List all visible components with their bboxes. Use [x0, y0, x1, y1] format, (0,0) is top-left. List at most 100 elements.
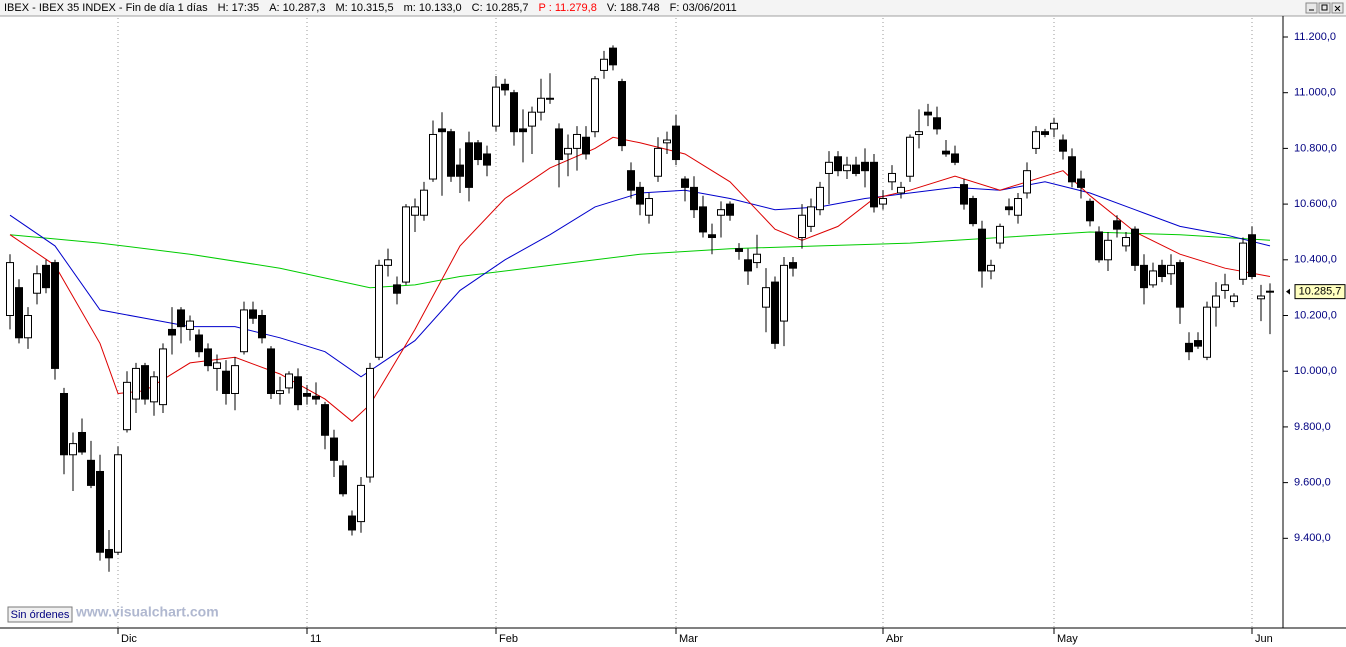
- candle-body: [123, 381, 131, 431]
- candle-body: [618, 81, 626, 147]
- candle-body: [708, 234, 716, 239]
- candle-body: [87, 459, 95, 486]
- candle-body: [1149, 270, 1157, 286]
- candle-body: [771, 281, 779, 344]
- candle-body: [1077, 178, 1085, 188]
- candle-body: [1041, 131, 1049, 135]
- y-tick-label: 10.400,0: [1294, 254, 1337, 266]
- candle-body: [348, 515, 356, 531]
- candle-body: [240, 309, 248, 353]
- last-price-label: 10.285,7: [1299, 286, 1342, 298]
- candle-body: [987, 264, 995, 272]
- candle-body: [888, 172, 896, 183]
- x-tick-label: Jun: [1255, 633, 1273, 645]
- candle-body: [1113, 220, 1121, 230]
- candle-body: [591, 78, 599, 133]
- last-price-box: [1294, 284, 1346, 300]
- candle-body: [267, 348, 275, 394]
- candle-body: [465, 142, 473, 188]
- candle-body: [141, 365, 149, 400]
- candle-body: [402, 206, 410, 283]
- candle-body: [393, 284, 401, 294]
- candle-body: [222, 370, 230, 394]
- candle-body: [663, 139, 671, 144]
- candle-body: [978, 228, 986, 272]
- candle-body: [780, 264, 788, 322]
- candle-body: [213, 362, 221, 369]
- candle-body: [249, 309, 257, 319]
- header-item: P : 11.279,8: [539, 2, 597, 14]
- candle-body: [60, 392, 68, 456]
- candle-body: [114, 454, 122, 553]
- header-bar: [0, 0, 1346, 16]
- candle-body: [159, 348, 167, 406]
- candle-body: [699, 206, 707, 233]
- candle-body: [456, 164, 464, 177]
- header-item: C: 10.285,7: [472, 2, 529, 14]
- x-tick-label: Dic: [121, 633, 137, 645]
- candle-body: [519, 128, 527, 133]
- candle-body: [600, 58, 608, 71]
- candle-body: [438, 128, 446, 133]
- candle-body: [510, 92, 518, 133]
- candle-body: [546, 97, 554, 100]
- candle-body: [411, 206, 419, 216]
- candle-body: [1086, 200, 1094, 222]
- y-tick-label: 10.800,0: [1294, 142, 1337, 154]
- y-tick-label: 11.200,0: [1294, 31, 1336, 43]
- candle-body: [186, 320, 194, 330]
- candle-body: [492, 86, 500, 127]
- candle-body: [528, 111, 536, 127]
- candle-body: [24, 315, 32, 339]
- candle-body: [870, 161, 878, 208]
- status-text: Sin órdenes: [11, 609, 70, 621]
- candle-body: [285, 373, 293, 389]
- candle-body: [474, 142, 482, 161]
- candle-body: [357, 484, 365, 523]
- candle-body: [105, 548, 113, 559]
- candle-body: [1194, 340, 1202, 347]
- maximize-button[interactable]: [1318, 2, 1331, 14]
- candle-body: [951, 153, 959, 163]
- candle-body: [1005, 206, 1013, 211]
- candle-body: [96, 470, 104, 553]
- status-box[interactable]: [7, 606, 73, 623]
- x-tick-label: 11: [310, 633, 321, 645]
- candle-body: [1203, 306, 1211, 358]
- header-item: A: 10.287,3: [269, 2, 325, 14]
- candle-body: [762, 287, 770, 308]
- candle-body: [1068, 156, 1076, 183]
- candle-body: [564, 147, 572, 155]
- candle-body: [1122, 237, 1130, 247]
- candle-body: [582, 136, 590, 155]
- moving-average-line: [9, 136, 1271, 422]
- maximize-icon: [1321, 4, 1328, 11]
- candle-body: [1230, 295, 1238, 303]
- candle-body: [1239, 242, 1247, 280]
- candle-body: [429, 133, 437, 180]
- candle-body: [1266, 290, 1274, 293]
- candle-body: [384, 259, 392, 266]
- candle-body: [1212, 295, 1220, 308]
- candle-body: [375, 264, 383, 358]
- watermark: www.visualchart.com: [75, 604, 219, 620]
- candle-body: [645, 198, 653, 216]
- candle-body: [150, 376, 158, 403]
- candle-body: [1221, 284, 1229, 291]
- window-buttons[interactable]: [1305, 2, 1344, 14]
- minimize-button[interactable]: [1305, 2, 1318, 14]
- y-tick-label: 9.400,0: [1294, 532, 1331, 544]
- candle-body: [51, 262, 59, 369]
- y-tick-label: 9.600,0: [1294, 477, 1331, 489]
- candle-body: [1095, 231, 1103, 261]
- candle-body: [420, 189, 428, 216]
- candle-body: [1032, 131, 1040, 149]
- candle-body: [636, 186, 644, 205]
- x-tick-label: Mar: [679, 633, 698, 645]
- y-tick-label: 10.000,0: [1294, 365, 1337, 377]
- candle-body: [1140, 264, 1148, 289]
- candle-body: [168, 328, 176, 336]
- candle-body: [537, 97, 545, 113]
- candle-body: [1185, 342, 1193, 353]
